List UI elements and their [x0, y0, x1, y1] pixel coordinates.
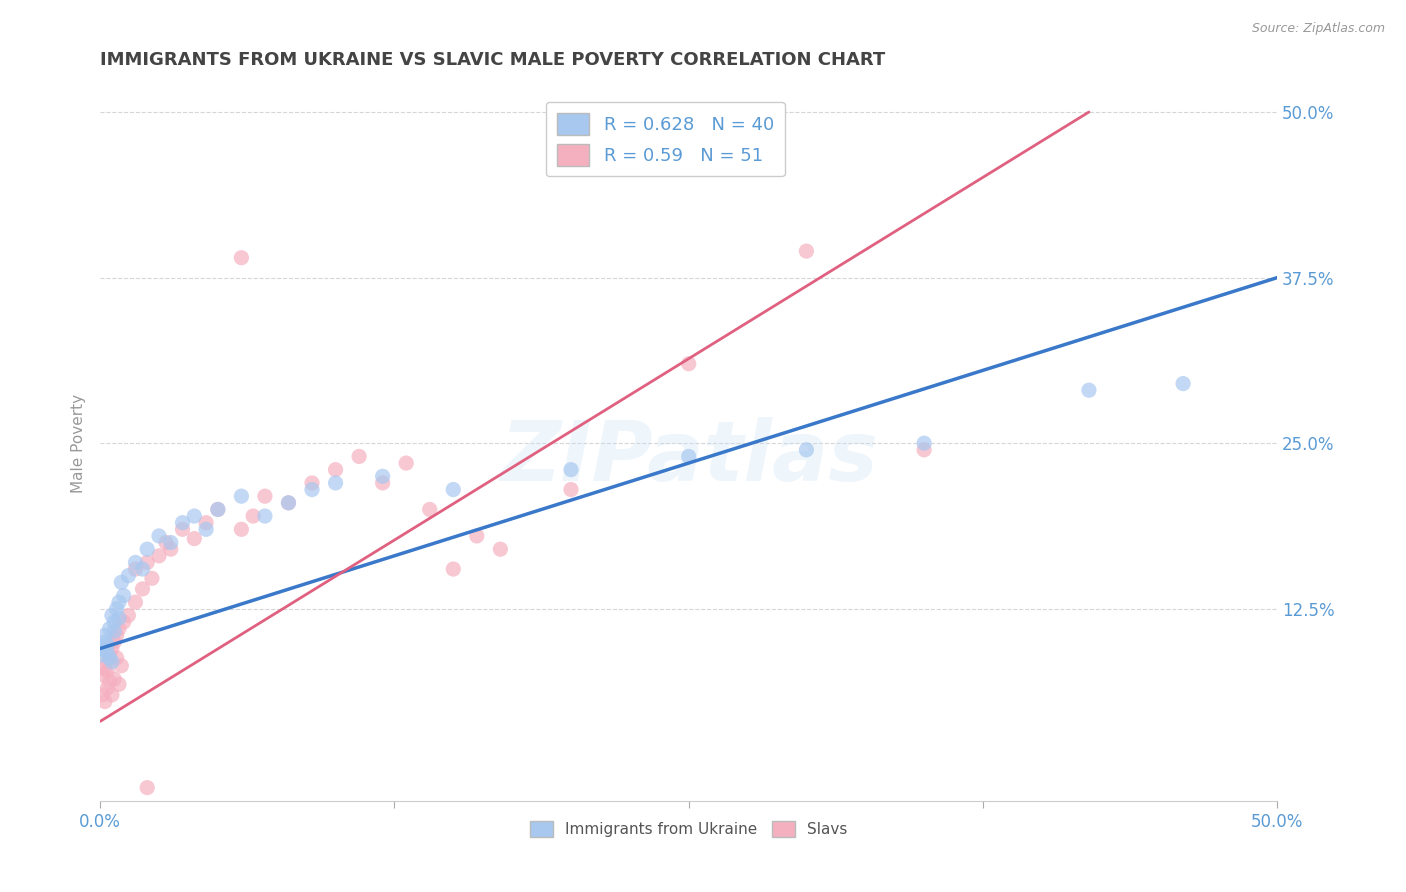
Point — [371, 469, 394, 483]
Point — [103, 672, 125, 686]
Point — [91, 641, 114, 656]
Point — [124, 595, 146, 609]
Point — [94, 628, 117, 642]
Point — [103, 615, 125, 629]
Point — [108, 677, 131, 691]
Point — [105, 628, 128, 642]
Point — [231, 251, 253, 265]
Point — [796, 244, 818, 259]
Point — [108, 611, 131, 625]
Point — [560, 463, 582, 477]
Point — [101, 688, 124, 702]
Point — [155, 535, 177, 549]
Point — [136, 780, 159, 795]
Point — [131, 582, 153, 596]
Point — [1077, 383, 1099, 397]
Point — [94, 694, 117, 708]
Point — [101, 655, 124, 669]
Point — [912, 436, 935, 450]
Point — [148, 549, 170, 563]
Point — [94, 661, 117, 675]
Point — [231, 522, 253, 536]
Point — [325, 463, 347, 477]
Point — [124, 556, 146, 570]
Point — [141, 571, 163, 585]
Point — [560, 483, 582, 497]
Point — [91, 668, 114, 682]
Point — [117, 568, 139, 582]
Point — [207, 502, 229, 516]
Point — [371, 475, 394, 490]
Point — [105, 650, 128, 665]
Point — [108, 595, 131, 609]
Point — [96, 655, 118, 669]
Point — [253, 509, 276, 524]
Point — [231, 489, 253, 503]
Point — [148, 529, 170, 543]
Text: ZIPatlas: ZIPatlas — [499, 417, 877, 498]
Point — [131, 562, 153, 576]
Point — [105, 602, 128, 616]
Point — [207, 502, 229, 516]
Point — [103, 635, 125, 649]
Point — [195, 522, 218, 536]
Point — [112, 589, 135, 603]
Point — [678, 450, 700, 464]
Point — [98, 622, 121, 636]
Point — [136, 556, 159, 570]
Point — [98, 648, 121, 662]
Point — [325, 475, 347, 490]
Point — [183, 532, 205, 546]
Point — [195, 516, 218, 530]
Point — [108, 622, 131, 636]
Point — [136, 542, 159, 557]
Point — [912, 442, 935, 457]
Point — [159, 535, 181, 549]
Point — [419, 502, 441, 516]
Point — [117, 608, 139, 623]
Point — [301, 475, 323, 490]
Point — [301, 483, 323, 497]
Point — [489, 542, 512, 557]
Point — [94, 635, 117, 649]
Point — [96, 681, 118, 696]
Legend: Immigrants from Ukraine, Slavs: Immigrants from Ukraine, Slavs — [523, 815, 853, 843]
Text: Source: ZipAtlas.com: Source: ZipAtlas.com — [1251, 22, 1385, 36]
Point — [183, 509, 205, 524]
Point — [172, 522, 194, 536]
Point — [96, 638, 118, 652]
Point — [441, 562, 464, 576]
Point — [796, 442, 818, 457]
Point — [242, 509, 264, 524]
Point — [110, 575, 132, 590]
Point — [159, 542, 181, 557]
Point — [91, 688, 114, 702]
Point — [124, 562, 146, 576]
Point — [112, 615, 135, 629]
Point — [110, 658, 132, 673]
Point — [277, 496, 299, 510]
Point — [277, 496, 299, 510]
Point — [101, 608, 124, 623]
Point — [441, 483, 464, 497]
Point — [101, 641, 124, 656]
Point — [103, 624, 125, 639]
Point — [91, 648, 114, 662]
Y-axis label: Male Poverty: Male Poverty — [72, 393, 86, 492]
Point — [172, 516, 194, 530]
Point — [395, 456, 418, 470]
Point — [465, 529, 488, 543]
Point — [347, 450, 370, 464]
Point — [678, 357, 700, 371]
Point — [98, 674, 121, 689]
Text: IMMIGRANTS FROM UKRAINE VS SLAVIC MALE POVERTY CORRELATION CHART: IMMIGRANTS FROM UKRAINE VS SLAVIC MALE P… — [100, 51, 886, 69]
Point — [96, 646, 118, 660]
Point — [253, 489, 276, 503]
Point — [1171, 376, 1194, 391]
Point — [96, 664, 118, 678]
Point — [98, 650, 121, 665]
